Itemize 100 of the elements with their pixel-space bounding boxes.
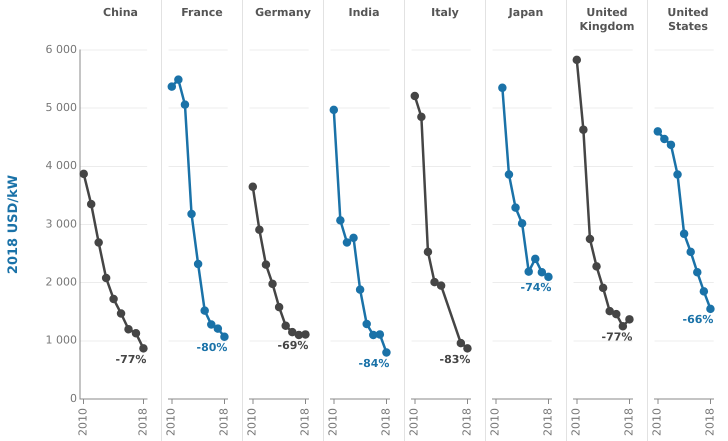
- chart-title: United Kingdom: [578, 5, 636, 35]
- point: [605, 306, 614, 316]
- point: [498, 84, 507, 92]
- point: [180, 100, 190, 109]
- x-tick-label: 2018: [379, 408, 392, 436]
- point: [220, 332, 229, 342]
- point: [116, 309, 126, 318]
- point: [382, 348, 391, 357]
- point: [132, 329, 140, 338]
- annotation: -83%: [440, 352, 470, 366]
- chart-title: Japan: [507, 5, 544, 21]
- annotation: -69%: [278, 338, 308, 352]
- point: [579, 125, 588, 134]
- point: [281, 321, 290, 330]
- y-tick-label: 5 000: [46, 101, 77, 114]
- point: [102, 274, 110, 282]
- y-tick-label: 2 000: [46, 276, 77, 289]
- point: [511, 203, 520, 212]
- point: [524, 267, 533, 276]
- point: [572, 56, 582, 64]
- annotation: -77%: [116, 352, 146, 366]
- x-tick-label: 2018: [217, 408, 230, 436]
- point: [504, 170, 514, 179]
- point: [200, 306, 209, 315]
- point: [336, 216, 345, 225]
- x-tick-label: 2018: [541, 408, 554, 436]
- point: [207, 320, 216, 329]
- point: [262, 260, 270, 269]
- y-tick-label: 0: [70, 392, 77, 405]
- point: [194, 260, 202, 268]
- point: [342, 238, 352, 247]
- point: [268, 280, 277, 288]
- point: [618, 322, 628, 331]
- point: [706, 304, 715, 314]
- x-tick-label: 2018: [298, 408, 312, 436]
- point: [531, 254, 540, 264]
- annotation: -80%: [196, 341, 228, 354]
- point: [518, 219, 526, 228]
- point: [356, 285, 364, 294]
- point: [369, 330, 378, 340]
- chart-title: China: [102, 5, 139, 21]
- point: [592, 262, 601, 271]
- point: [430, 278, 439, 286]
- x-tick-label: 2010: [326, 408, 340, 436]
- point: [417, 112, 426, 122]
- point: [436, 281, 446, 290]
- y-tick-label: 4 000: [46, 159, 77, 172]
- annotation: -84%: [358, 356, 390, 370]
- point: [79, 170, 88, 178]
- point: [463, 344, 472, 353]
- point: [538, 268, 546, 276]
- x-tick-label: 2018: [622, 408, 636, 436]
- point: [248, 182, 258, 191]
- point: [109, 294, 118, 304]
- chart-title: France: [180, 5, 224, 21]
- x-tick-label: 2010: [650, 408, 664, 436]
- point: [86, 200, 96, 208]
- y-tick-label: 3 000: [46, 217, 77, 230]
- x-tick-label: 2010: [246, 408, 259, 436]
- point: [187, 210, 196, 218]
- point: [255, 225, 264, 234]
- x-tick-label: 2010: [488, 408, 502, 436]
- point: [376, 330, 384, 339]
- point: [456, 338, 466, 348]
- point: [168, 82, 176, 91]
- point: [544, 272, 553, 282]
- point: [666, 140, 676, 150]
- point: [139, 344, 148, 353]
- x-tick-label: 2018: [136, 408, 150, 436]
- x-tick-label: 2018: [703, 408, 716, 436]
- point: [673, 170, 682, 179]
- point: [362, 320, 371, 328]
- point: [625, 315, 634, 324]
- point: [330, 106, 338, 114]
- point: [288, 328, 297, 336]
- x-tick-label: 2010: [408, 408, 421, 436]
- point: [214, 324, 222, 333]
- x-tick-label: 2010: [164, 408, 178, 436]
- y-tick-label: 6 000: [46, 42, 77, 56]
- point: [693, 268, 702, 276]
- point: [274, 302, 284, 312]
- point: [424, 248, 432, 256]
- point: [294, 330, 304, 340]
- annotation: -77%: [602, 330, 632, 344]
- point: [700, 287, 708, 296]
- point: [680, 230, 688, 238]
- x-tick-label: 2010: [570, 408, 583, 436]
- point: [174, 75, 183, 84]
- chart-title: United States: [666, 5, 710, 35]
- point: [654, 127, 662, 136]
- annotation: -66%: [682, 313, 714, 326]
- point: [586, 234, 594, 244]
- point: [349, 234, 358, 242]
- chart-title: India: [348, 5, 380, 21]
- point: [410, 92, 420, 100]
- point: [686, 248, 695, 256]
- point: [612, 310, 621, 318]
- y-axis-title: 2018 USD/kW: [6, 174, 22, 274]
- x-tick-label: 2018: [460, 408, 474, 436]
- point: [660, 134, 669, 144]
